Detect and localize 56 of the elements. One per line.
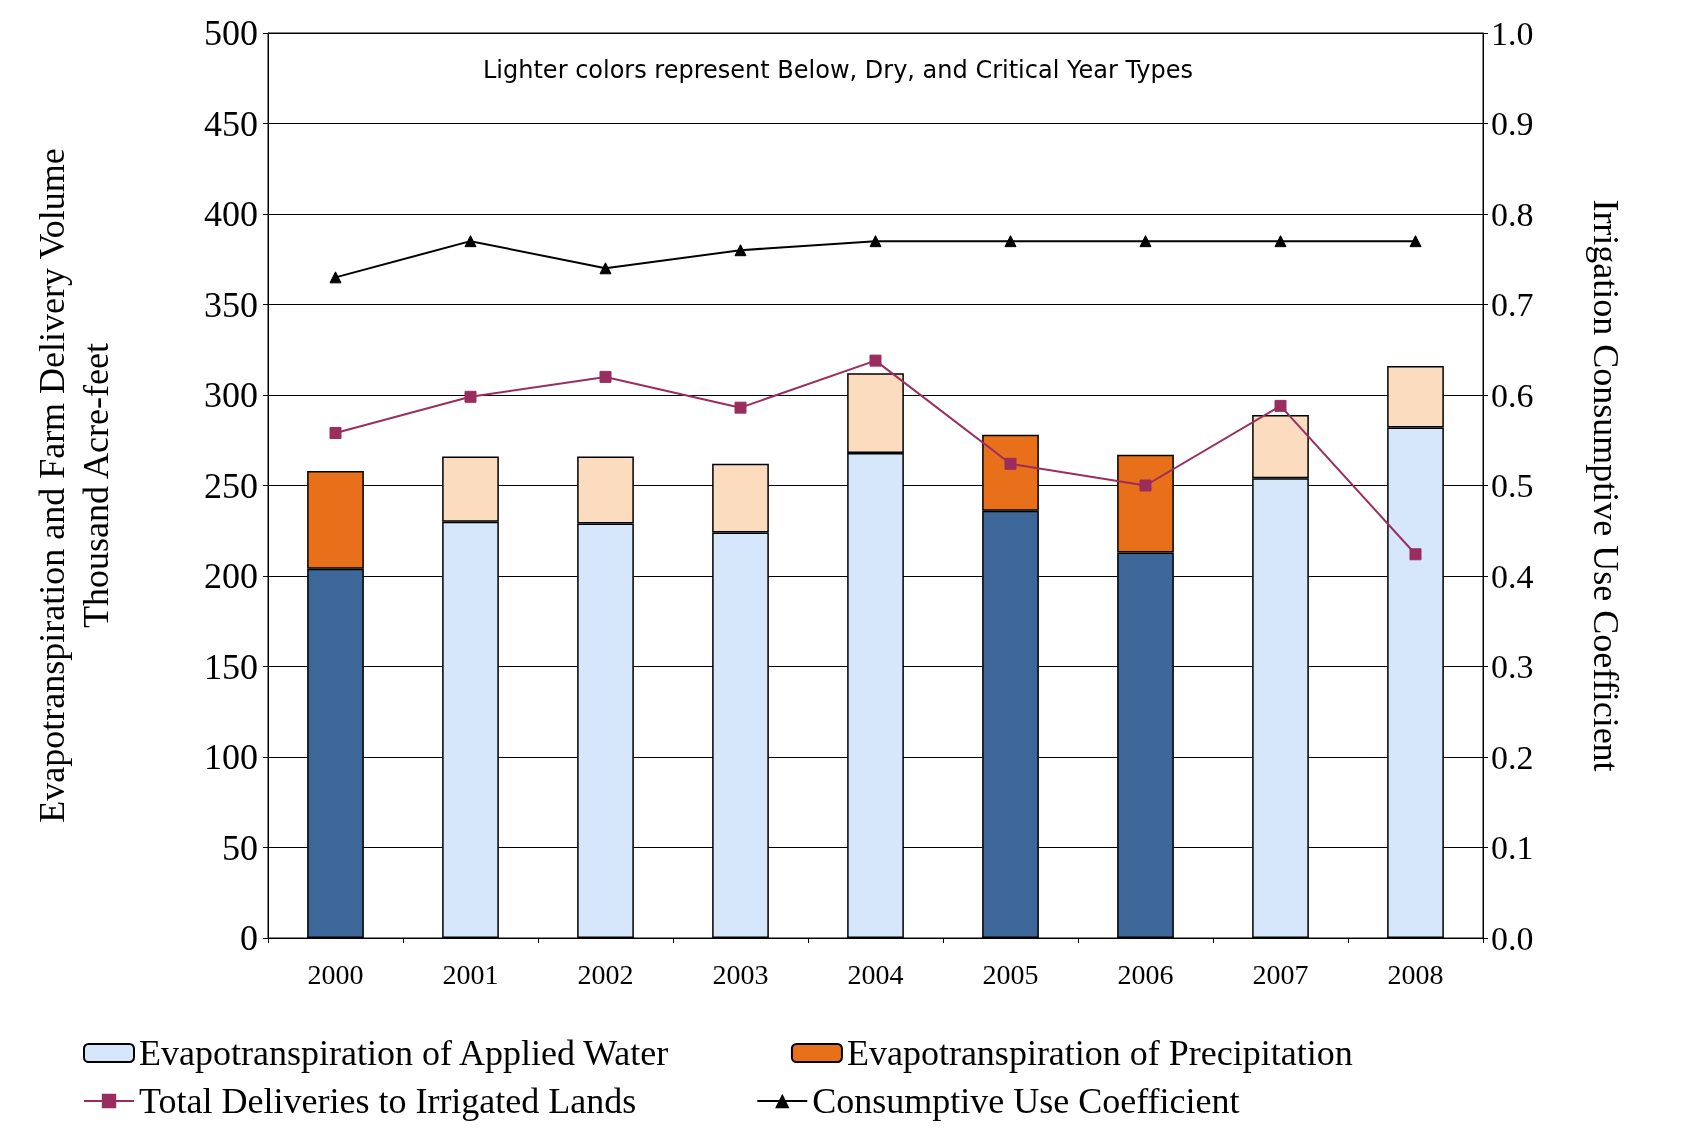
- y-tick-label: 400: [204, 194, 258, 234]
- y-tick-label: 100: [204, 737, 258, 777]
- y2-tick-label: 0.0: [1491, 919, 1534, 957]
- y-tick-label: 350: [204, 284, 258, 325]
- x-tick-label: 2000: [307, 958, 364, 990]
- y-tick-label: 0: [240, 918, 258, 958]
- point: [464, 390, 477, 403]
- x-tick-label: 2007: [1252, 958, 1309, 990]
- point: [1004, 235, 1017, 248]
- y2-tick-label: 0.6: [1491, 376, 1534, 414]
- point: [1274, 399, 1287, 412]
- annotation: Lighter colors represent Below, Dry, and Critical Year Types: [482, 56, 1194, 84]
- point: [599, 262, 612, 275]
- legend-label: Consumptive Use Coefficient: [812, 1081, 1240, 1121]
- y-axis-title: Evapotranspiration and Farm Delivery Volume Thousand Acre-feet: [32, 148, 116, 823]
- y-tick-label: 300: [204, 375, 258, 415]
- legend-label: Total Deliveries to Irrigated Lands: [139, 1081, 637, 1121]
- x-tick-label: 2001: [442, 958, 499, 990]
- y2-tick-label: 0.2: [1491, 738, 1534, 776]
- point: [1139, 235, 1152, 248]
- y-tick-label: 450: [204, 103, 258, 144]
- point: [1274, 235, 1287, 248]
- point: [734, 401, 747, 414]
- x-tick-label: 2005: [982, 958, 1039, 990]
- point: [329, 427, 342, 440]
- point: [1409, 235, 1422, 248]
- y2-axis-title: Irrigation Consumptive Use Coefficient: [1586, 199, 1626, 772]
- y-tick-label: 200: [204, 556, 258, 596]
- y2-tick-label: 0.7: [1491, 286, 1534, 323]
- legend-label: Evapotranspiration of Applied Water: [139, 1033, 669, 1073]
- y2-tick-label: 1.0: [1491, 14, 1534, 52]
- x-tick-label: 2008: [1387, 958, 1444, 990]
- point: [1004, 457, 1017, 470]
- y-tick-label: 50: [222, 827, 258, 868]
- point: [464, 235, 477, 248]
- point: [599, 370, 612, 383]
- y-tick-label: 500: [204, 13, 258, 53]
- y2-tick-label: 0.1: [1491, 829, 1534, 866]
- x-tick-label: 2002: [577, 958, 634, 990]
- y2-tick-label: 0.4: [1491, 557, 1534, 595]
- y-tick-label: 250: [204, 465, 258, 506]
- x-tick-label: 2003: [712, 958, 769, 990]
- y2-tick-label: 0.9: [1491, 105, 1534, 142]
- point: [869, 354, 882, 367]
- x-tick-label: 2006: [1117, 958, 1174, 990]
- point: [734, 244, 747, 257]
- legend-label: Evapotranspiration of Precipitation: [846, 1033, 1353, 1073]
- point: [329, 271, 342, 284]
- point: [1139, 479, 1152, 492]
- x-tick-label: 2004: [847, 958, 904, 990]
- point: [869, 235, 882, 248]
- y-tick-label: 150: [204, 646, 258, 687]
- point: [1409, 548, 1422, 561]
- y2-tick-label: 0.8: [1491, 195, 1534, 233]
- y2-tick-label: 0.5: [1491, 467, 1534, 504]
- y2-tick-label: 0.3: [1491, 648, 1534, 685]
